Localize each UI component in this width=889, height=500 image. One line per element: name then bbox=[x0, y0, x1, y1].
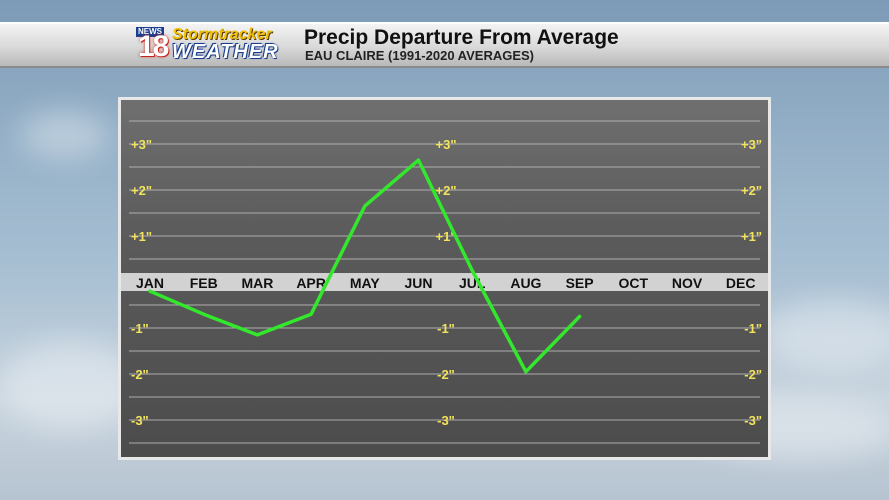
y-tick-label: +1" bbox=[436, 229, 457, 244]
month-label: AUG bbox=[510, 275, 541, 291]
month-label: DEC bbox=[726, 275, 756, 291]
y-tick-label: +1" bbox=[741, 229, 762, 244]
y-tick-label: +3" bbox=[436, 137, 457, 152]
month-label: SEP bbox=[566, 275, 594, 291]
y-tick-label: +2" bbox=[741, 183, 762, 198]
logo-weather-text: WEATHER bbox=[172, 41, 279, 63]
y-tick-label: -2" bbox=[744, 367, 762, 382]
y-tick-label: +3" bbox=[741, 137, 762, 152]
logo-stormtracker-text: Stormtracker bbox=[172, 26, 272, 43]
month-label: FEB bbox=[190, 275, 218, 291]
departure-line bbox=[148, 158, 582, 374]
month-axis-band bbox=[121, 273, 768, 291]
y-tick-label: -2" bbox=[131, 367, 149, 382]
y-tick-label: +1" bbox=[131, 229, 152, 244]
precip-departure-chart: +3" +3" +3" +2" +2" +2" +1" +1" +1" -1" -1" -1" -2" -… bbox=[121, 120, 768, 444]
logo-channel-number: 18 bbox=[138, 30, 169, 63]
station-logo: NEWS 18 Stormtracker WEATHER bbox=[134, 25, 298, 65]
chart-subtitle: EAU CLAIRE (1991-2020 AVERAGES) bbox=[305, 48, 535, 63]
y-tick-label: -3" bbox=[744, 413, 762, 428]
y-tick-label: -3" bbox=[131, 413, 149, 428]
month-label: JAN bbox=[136, 275, 164, 291]
y-tick-label: -1" bbox=[744, 321, 762, 336]
y-tick-label: -2" bbox=[437, 367, 455, 382]
month-label: JUN bbox=[404, 275, 432, 291]
y-tick-label: +3" bbox=[131, 137, 152, 152]
logo-news-text: NEWS bbox=[136, 27, 164, 37]
month-label: MAY bbox=[350, 275, 380, 291]
y-tick-label: -1" bbox=[437, 321, 455, 336]
chart-panel: +3" +3" +3" +2" +2" +2" +1" +1" +1" -1" -1" -1" -2" -… bbox=[118, 97, 771, 460]
header-bar: NEWS 18 Stormtracker WEATHER Precip Depa… bbox=[0, 22, 889, 68]
month-label: NOV bbox=[672, 275, 703, 291]
y-tick-label: +2" bbox=[436, 183, 457, 198]
chart-title: Precip Departure From Average bbox=[304, 26, 619, 49]
month-label: APR bbox=[296, 275, 326, 291]
y-tick-label: -1" bbox=[131, 321, 149, 336]
y-tick-label: +2" bbox=[131, 183, 152, 198]
month-label: OCT bbox=[619, 275, 649, 291]
y-tick-label: -3" bbox=[437, 413, 455, 428]
month-label: MAR bbox=[241, 275, 273, 291]
